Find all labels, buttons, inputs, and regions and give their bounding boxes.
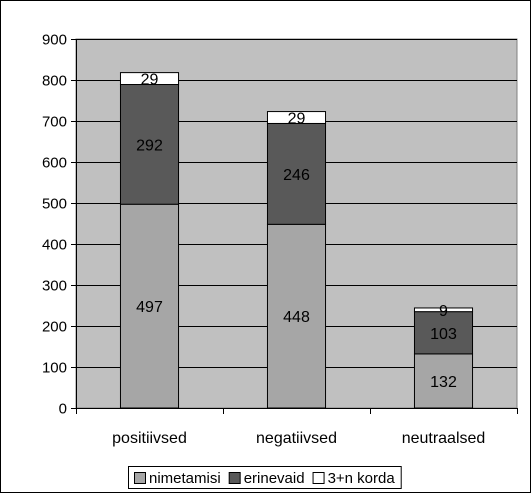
bar-segment-erinevaid — [413, 311, 474, 355]
bar-segment-3-n-korda — [413, 307, 474, 313]
y-tick-label: 500 — [42, 196, 67, 213]
legend-box — [128, 466, 402, 489]
y-tick-label: 300 — [42, 278, 67, 295]
bar-segment-3-n-korda — [266, 111, 327, 124]
y-tick-label: 200 — [42, 319, 67, 336]
legend-label: nimetamisi — [149, 470, 221, 487]
y-tick-label: 400 — [42, 237, 67, 254]
x-tick-label: negatiivsed — [256, 430, 337, 447]
data-label: 497 — [136, 299, 163, 316]
data-labels: 497 292 29 448 246 29 132 103 9 — [136, 72, 457, 391]
y-tick-label: 600 — [42, 155, 67, 172]
data-label: 9 — [439, 303, 448, 320]
legend-label: erinevaid — [244, 470, 305, 487]
bars — [119, 72, 474, 409]
data-label: 132 — [430, 374, 457, 391]
data-label: 103 — [430, 326, 457, 343]
bar-segment-nimetamisi — [413, 353, 474, 409]
x-tick-label: neutraalsed — [402, 430, 486, 447]
data-label: 29 — [141, 72, 159, 89]
bar-segment-3-n-korda — [119, 72, 180, 86]
legend-swatch — [228, 472, 241, 484]
x-tick-label: positiivsed — [112, 430, 187, 447]
legend-label: 3+n korda — [328, 470, 396, 487]
bar-segment-nimetamisi — [119, 203, 180, 409]
y-tick-label: 800 — [42, 73, 67, 90]
legend-swatch — [134, 472, 146, 484]
data-label: 292 — [136, 137, 163, 154]
legend: nimetamisi erinevaid 3+n korda — [128, 466, 402, 489]
bar-segment-erinevaid — [119, 84, 180, 205]
y-tick-label: 0 — [59, 401, 67, 418]
data-label: 448 — [283, 309, 310, 326]
legend-swatch — [312, 472, 325, 484]
y-tick-label: 100 — [42, 360, 67, 377]
y-tick-label: 900 — [42, 32, 67, 49]
data-label: 246 — [283, 167, 310, 184]
data-label: 29 — [288, 111, 306, 128]
y-tick-label: 700 — [42, 114, 67, 131]
